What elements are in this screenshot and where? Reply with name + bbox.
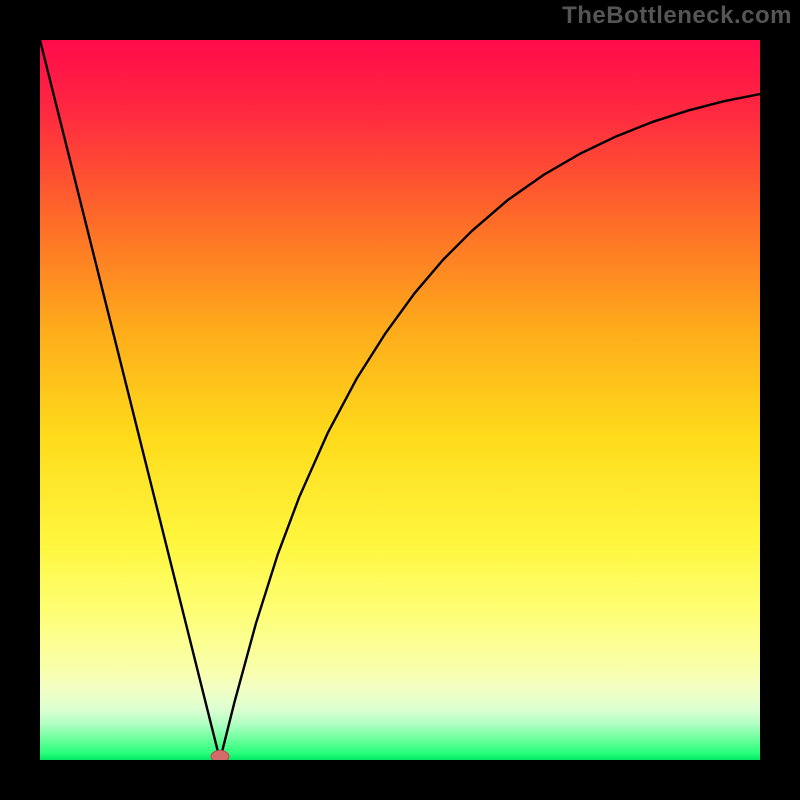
chart-svg (40, 40, 760, 760)
chart-frame: TheBottleneck.com (0, 0, 800, 800)
minimum-marker (211, 750, 229, 760)
plot-area (40, 40, 760, 760)
watermark-text: TheBottleneck.com (562, 2, 792, 30)
gradient-background (40, 40, 760, 760)
